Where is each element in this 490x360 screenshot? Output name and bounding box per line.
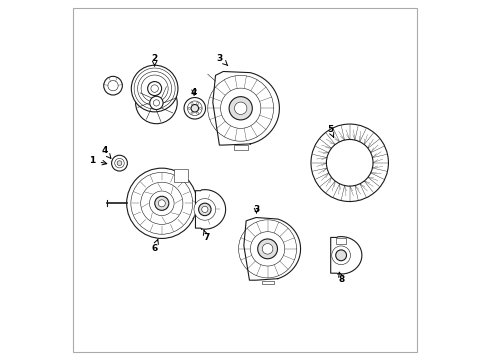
Text: 5: 5 (327, 125, 334, 137)
Polygon shape (196, 190, 225, 229)
Circle shape (151, 85, 158, 92)
Circle shape (311, 124, 389, 202)
Circle shape (126, 168, 197, 238)
Circle shape (229, 96, 252, 120)
Circle shape (150, 96, 163, 109)
Circle shape (336, 250, 346, 261)
Circle shape (115, 158, 124, 168)
Circle shape (184, 98, 205, 119)
Text: 3: 3 (253, 205, 260, 214)
Circle shape (235, 102, 247, 114)
Circle shape (141, 182, 183, 224)
Text: 1: 1 (90, 156, 107, 165)
Circle shape (191, 102, 193, 104)
Circle shape (112, 155, 127, 171)
Circle shape (117, 161, 122, 166)
Bar (174, 169, 188, 182)
Circle shape (191, 112, 193, 114)
Circle shape (191, 104, 198, 112)
Text: 8: 8 (339, 272, 345, 284)
Text: 7: 7 (203, 230, 209, 242)
Circle shape (194, 199, 216, 220)
Circle shape (153, 100, 160, 106)
Circle shape (104, 76, 122, 95)
Circle shape (136, 82, 177, 124)
Bar (262, 280, 273, 284)
Text: 4: 4 (101, 146, 111, 158)
Polygon shape (331, 237, 362, 274)
Circle shape (198, 203, 211, 216)
Circle shape (196, 112, 198, 114)
Circle shape (196, 102, 198, 104)
Polygon shape (244, 217, 300, 280)
Text: 3: 3 (217, 54, 228, 66)
Circle shape (202, 206, 208, 212)
Circle shape (332, 246, 350, 265)
Circle shape (149, 191, 174, 216)
Circle shape (147, 82, 162, 95)
Circle shape (220, 88, 261, 129)
Bar (336, 238, 346, 244)
Circle shape (158, 200, 165, 207)
Bar (234, 145, 247, 150)
Text: 6: 6 (151, 239, 158, 253)
Polygon shape (213, 72, 279, 145)
Circle shape (108, 81, 118, 91)
Text: 2: 2 (151, 54, 158, 66)
Text: 4: 4 (191, 87, 197, 96)
Circle shape (131, 65, 178, 112)
Circle shape (188, 107, 190, 109)
Circle shape (199, 107, 201, 109)
Circle shape (258, 239, 277, 259)
Circle shape (250, 232, 285, 266)
Circle shape (326, 139, 373, 186)
Circle shape (155, 196, 169, 210)
Circle shape (262, 244, 273, 254)
Circle shape (188, 101, 202, 116)
